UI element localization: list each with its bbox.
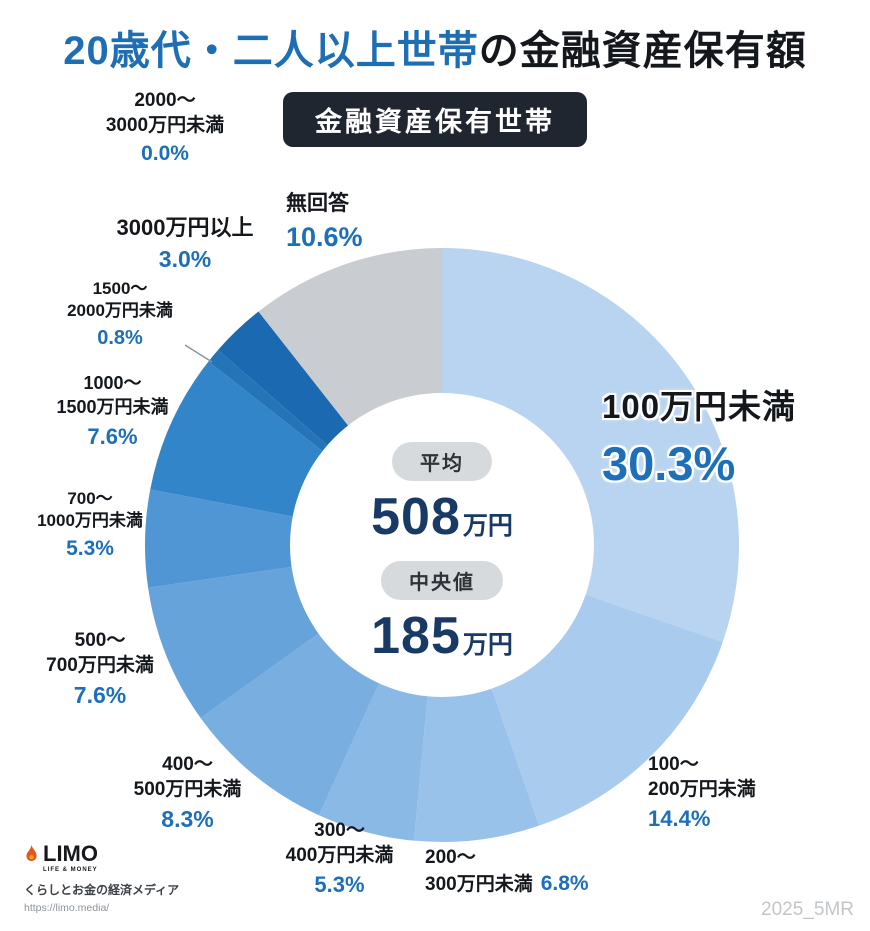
segment-pct: 3.0% — [158, 246, 212, 273]
range-line: 1000万円未満 — [37, 511, 143, 531]
segment-range: 無回答 — [286, 190, 406, 218]
segment-label-over-3000: 3000万円以上 3.0% — [95, 213, 275, 274]
asset-holding-households-badge: 金融資産保有世帯 — [283, 92, 587, 147]
range-line: 300〜 — [314, 820, 365, 841]
donut-hole — [290, 393, 594, 697]
segment-label-700-1000: 700〜 1000万円未満 5.3% — [30, 488, 150, 563]
range-line: 200〜 — [425, 847, 476, 868]
segment-label-1000-1500: 1000〜 1500万円未満 7.6% — [45, 372, 180, 451]
range-line: 300万円未満 6.8% — [425, 870, 615, 898]
range-line: 1000〜 — [83, 373, 142, 393]
average-pill: 平均 — [392, 442, 492, 481]
segment-range: 500〜 700万円未満 — [35, 628, 165, 678]
average-number: 508 — [371, 488, 461, 546]
segment-label-1500-2000: 1500〜 2000万円未満 0.8% — [55, 278, 185, 351]
range-line: 1500万円未満 — [56, 396, 169, 417]
range-line: 200万円未満 — [648, 779, 756, 801]
segment-range: 700〜 1000万円未満 — [30, 488, 150, 533]
range-line: 2000〜 — [134, 90, 196, 111]
logo-subtext: LIFE & MONEY — [43, 867, 98, 873]
range-line: 500万円未満 — [133, 779, 242, 801]
center-stats: 平均 508万円 中央値 185万円 — [322, 442, 562, 680]
footer: LIMO LIFE & MONEY くらしとお金の経済メディア https://… — [24, 843, 180, 915]
range-line-text: 300万円未満 — [425, 874, 533, 896]
segment-label-500-700: 500〜 700万円未満 7.6% — [35, 628, 165, 711]
footer-tagline: くらしとお金の経済メディア — [24, 883, 180, 897]
limo-logo: LIMO LIFE & MONEY — [24, 843, 179, 873]
segment-pct: 10.6% — [286, 221, 363, 252]
range-line: 1500〜 — [92, 279, 148, 298]
watermark: 2025_5MR — [761, 899, 854, 920]
footer-url: https://limo.media/ — [24, 902, 110, 914]
median-value: 185万円 — [322, 606, 562, 666]
range-line: 3000万円以上 — [116, 215, 254, 240]
segment-pct: 7.6% — [73, 682, 127, 709]
segment-range: 1500〜 2000万円未満 — [55, 278, 185, 323]
segment-pct: 8.3% — [161, 806, 214, 833]
segment-label-100-200: 100〜 200万円未満 14.4% — [648, 752, 798, 833]
segment-label-200-300: 200〜 300万円未満 6.8% — [425, 845, 615, 898]
range-line: 3000万円未満 — [105, 115, 225, 137]
logo-text: LIMO — [43, 841, 98, 866]
leader-line-1500-2000 — [184, 344, 213, 363]
segment-label-400-500: 400〜 500万円未満 8.3% — [120, 752, 255, 835]
average-unit: 万円 — [462, 512, 513, 540]
range-line: 100万円未満 — [602, 388, 797, 425]
median-unit: 万円 — [462, 631, 513, 659]
segment-range: 100万円未満 — [602, 385, 832, 429]
segment-label-300-400: 300〜 400万円未満 5.3% — [272, 818, 407, 899]
segment-pct: 0.8% — [97, 326, 143, 349]
range-line: 400〜 — [162, 754, 213, 775]
page-title: 20歳代・二人以上世帯の金融資産保有額 — [0, 18, 870, 76]
segment-pct: 14.4% — [648, 806, 711, 832]
segment-range: 200〜 300万円未満 6.8% — [425, 845, 615, 898]
segment-range: 300〜 400万円未満 — [272, 818, 407, 868]
segment-range: 1000〜 1500万円未満 — [45, 372, 180, 420]
range-line: 400万円未満 — [285, 845, 394, 867]
segment-label-no-answer: 無回答 10.6% — [286, 190, 406, 255]
range-line: 700〜 — [67, 489, 113, 508]
range-line: 無回答 — [286, 192, 349, 215]
segment-range: 3000万円以上 — [95, 213, 275, 242]
segment-pct: 5.3% — [314, 872, 365, 898]
segment-pct: 0.0% — [141, 142, 189, 166]
segment-pct: 7.6% — [87, 423, 138, 449]
median-number: 185 — [371, 607, 461, 665]
title-highlight: 20歳代・二人以上世帯 — [63, 29, 479, 73]
range-line: 500〜 — [74, 630, 126, 651]
segment-label-under-100: 100万円未満 30.3% — [602, 385, 832, 495]
average-value: 508万円 — [322, 487, 562, 547]
range-line: 700万円未満 — [46, 655, 154, 677]
segment-pct: 6.8% — [540, 872, 589, 896]
logo-text-block: LIMO LIFE & MONEY — [43, 841, 98, 874]
segment-pct: 5.3% — [66, 536, 114, 560]
segment-label-2000-3000: 2000〜 3000万円未満 0.0% — [95, 88, 235, 168]
range-line: 100〜 — [648, 754, 699, 775]
segment-range: 2000〜 3000万円未満 — [95, 88, 235, 138]
title-rest: の金融資産保有額 — [478, 29, 807, 73]
flame-icon — [26, 845, 37, 862]
segment-range: 100〜 200万円未満 — [648, 752, 798, 802]
median-pill: 中央値 — [381, 561, 503, 600]
segment-pct: 30.3% — [602, 436, 736, 490]
range-line: 2000万円未満 — [67, 301, 173, 321]
segment-range: 400〜 500万円未満 — [120, 752, 255, 802]
